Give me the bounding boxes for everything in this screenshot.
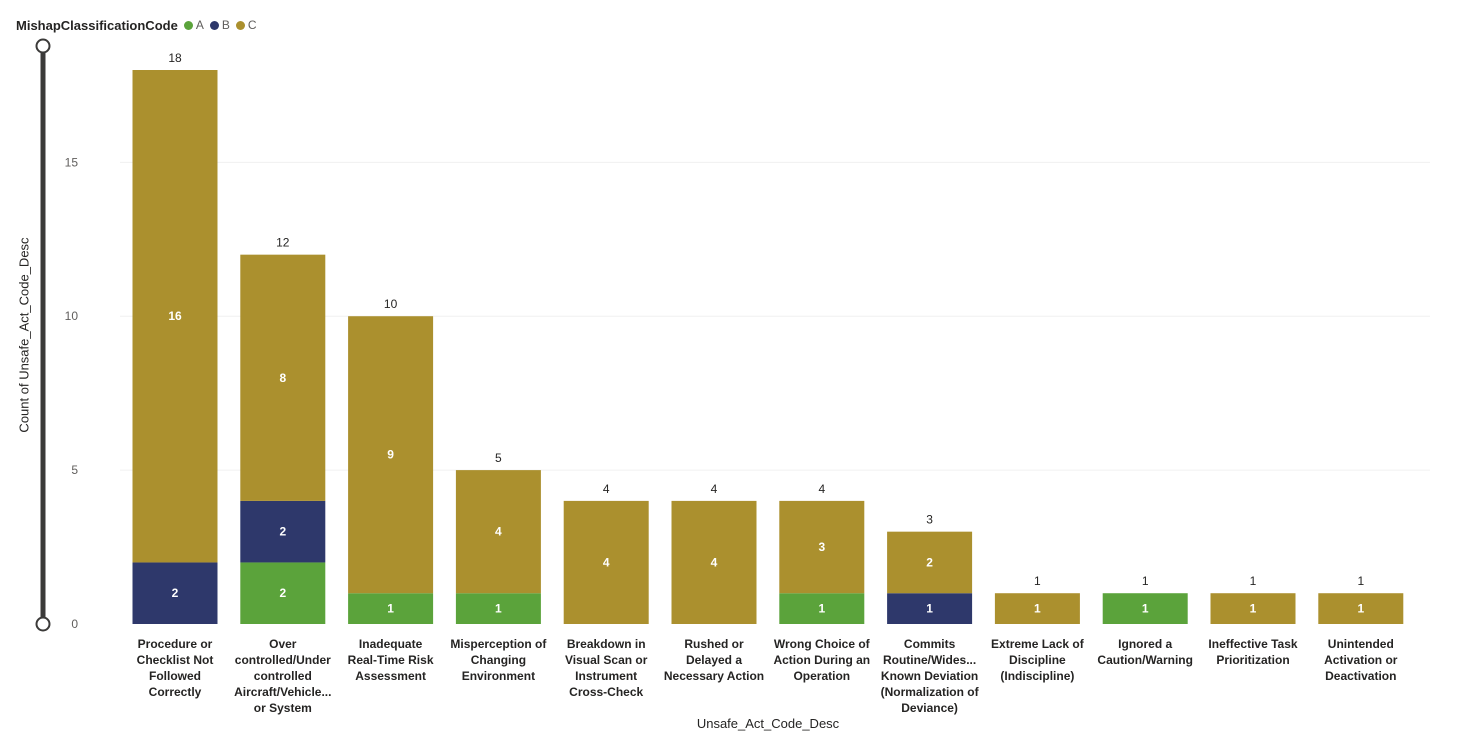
data-label-4-a: 1: [495, 602, 502, 616]
data-label-2-c: 8: [279, 371, 286, 385]
y-tick-label-0: 0: [71, 617, 78, 631]
x-tick-label-7: Wrong Choice of Action During an Operation: [773, 637, 871, 683]
data-label-5-c: 4: [603, 555, 610, 569]
total-label-10: 1: [1142, 574, 1149, 588]
data-label-4-c: 4: [495, 525, 502, 539]
x-tick-label-2: Over controlled/Under controlled Aircraft/V…: [234, 637, 332, 715]
x-tick-label-3: Inadequate Real-Time Risk Assessment: [347, 637, 434, 683]
bar-2-c[interactable]: [240, 254, 326, 501]
data-label-3-c: 9: [387, 448, 394, 462]
bar-2-b[interactable]: [240, 500, 326, 563]
bar-5-c[interactable]: [563, 500, 649, 624]
data-label-12-c: 1: [1357, 602, 1364, 616]
legend: MishapClassificationCode A B C: [16, 15, 263, 35]
total-label-7: 4: [818, 482, 825, 496]
x-tick-label-5: Breakdown in Visual Scan or Instrument Cros…: [564, 637, 648, 699]
x-tick-label-1: Procedure or Checklist Not Followed Correct…: [136, 637, 214, 699]
bar-12-c[interactable]: [1318, 593, 1404, 624]
y-tick-label-15: 15: [65, 155, 79, 169]
total-label-12: 1: [1357, 574, 1364, 588]
x-tick-label-10: Ignored a Caution/Warning: [1097, 637, 1193, 667]
bar-3-c[interactable]: [348, 316, 434, 594]
y-axis-title: Count of Unsafe_Act_Code_Desc: [16, 237, 32, 433]
bar-1-c[interactable]: [132, 70, 218, 563]
total-label-5: 4: [603, 482, 610, 496]
bar-8-b[interactable]: [887, 593, 973, 624]
bar-10-a[interactable]: [1102, 593, 1188, 624]
legend-swatch-a: [183, 20, 193, 30]
data-label-1-c: 16: [168, 309, 182, 323]
data-label-2-a: 2: [279, 586, 286, 600]
bar-4-c[interactable]: [455, 470, 541, 594]
legend-item-a[interactable]: A: [183, 18, 204, 32]
x-tick-label-4: Misperception of Changing Environment: [450, 637, 547, 683]
total-label-1: 18: [168, 51, 182, 65]
data-label-3-a: 1: [387, 602, 394, 616]
data-label-9-c: 1: [1034, 602, 1041, 616]
x-tick-label-8: Commits Routine/Wides... Known Deviation (N…: [880, 637, 979, 715]
legend-title: MishapClassificationCode: [16, 17, 178, 33]
bar-6-c[interactable]: [671, 500, 757, 624]
x-tick-label-11: Ineffective Task Prioritization: [1208, 637, 1298, 667]
data-label-7-c: 3: [818, 540, 825, 554]
data-label-10-a: 1: [1142, 602, 1149, 616]
data-label-8-c: 2: [926, 555, 933, 569]
legend-label-c: C: [247, 18, 257, 32]
legend-swatch-b: [209, 20, 219, 30]
zoom-slider-bottom-handle[interactable]: [35, 616, 51, 632]
total-label-6: 4: [711, 482, 718, 496]
bar-1-b[interactable]: [132, 562, 218, 624]
bar-7-a[interactable]: [779, 593, 865, 624]
total-label-11: 1: [1250, 574, 1257, 588]
bar-4-a[interactable]: [455, 593, 541, 624]
bar-7-c[interactable]: [779, 500, 865, 594]
legend-swatch-c: [235, 20, 245, 30]
x-tick-label-12: Unintended Activation or Deactivation: [1324, 637, 1398, 683]
data-label-6-c: 4: [711, 555, 718, 569]
bar-8-c[interactable]: [887, 531, 973, 594]
legend-label-b: B: [221, 18, 230, 32]
x-tick-label-9: Extreme Lack of Discipline (Indiscipline): [991, 637, 1084, 683]
data-label-11-c: 1: [1250, 602, 1257, 616]
data-label-1-b: 2: [172, 586, 179, 600]
data-label-8-b: 1: [926, 602, 933, 616]
total-label-4: 5: [495, 451, 502, 465]
total-label-2: 12: [276, 236, 290, 250]
bar-3-a[interactable]: [348, 593, 434, 624]
bar-9-c[interactable]: [994, 593, 1080, 624]
data-label-2-b: 2: [279, 525, 286, 539]
total-label-3: 10: [384, 297, 398, 311]
data-label-7-a: 1: [818, 602, 825, 616]
total-label-8: 3: [926, 513, 933, 527]
legend-label-a: A: [195, 18, 204, 32]
total-label-9: 1: [1034, 574, 1041, 588]
y-tick-label-5: 5: [71, 463, 78, 477]
x-axis-title: Unsafe_Act_Code_Desc: [696, 716, 840, 731]
y-tick-label-10: 10: [65, 309, 79, 323]
bar-2-a[interactable]: [240, 562, 326, 624]
legend-item-b[interactable]: B: [209, 18, 230, 32]
bar-11-c[interactable]: [1210, 593, 1296, 624]
x-tick-label-6: Rushed or Delayed a Necessary Action: [663, 637, 765, 683]
zoom-slider-top-handle[interactable]: [35, 38, 51, 54]
legend-item-c[interactable]: C: [235, 18, 257, 32]
